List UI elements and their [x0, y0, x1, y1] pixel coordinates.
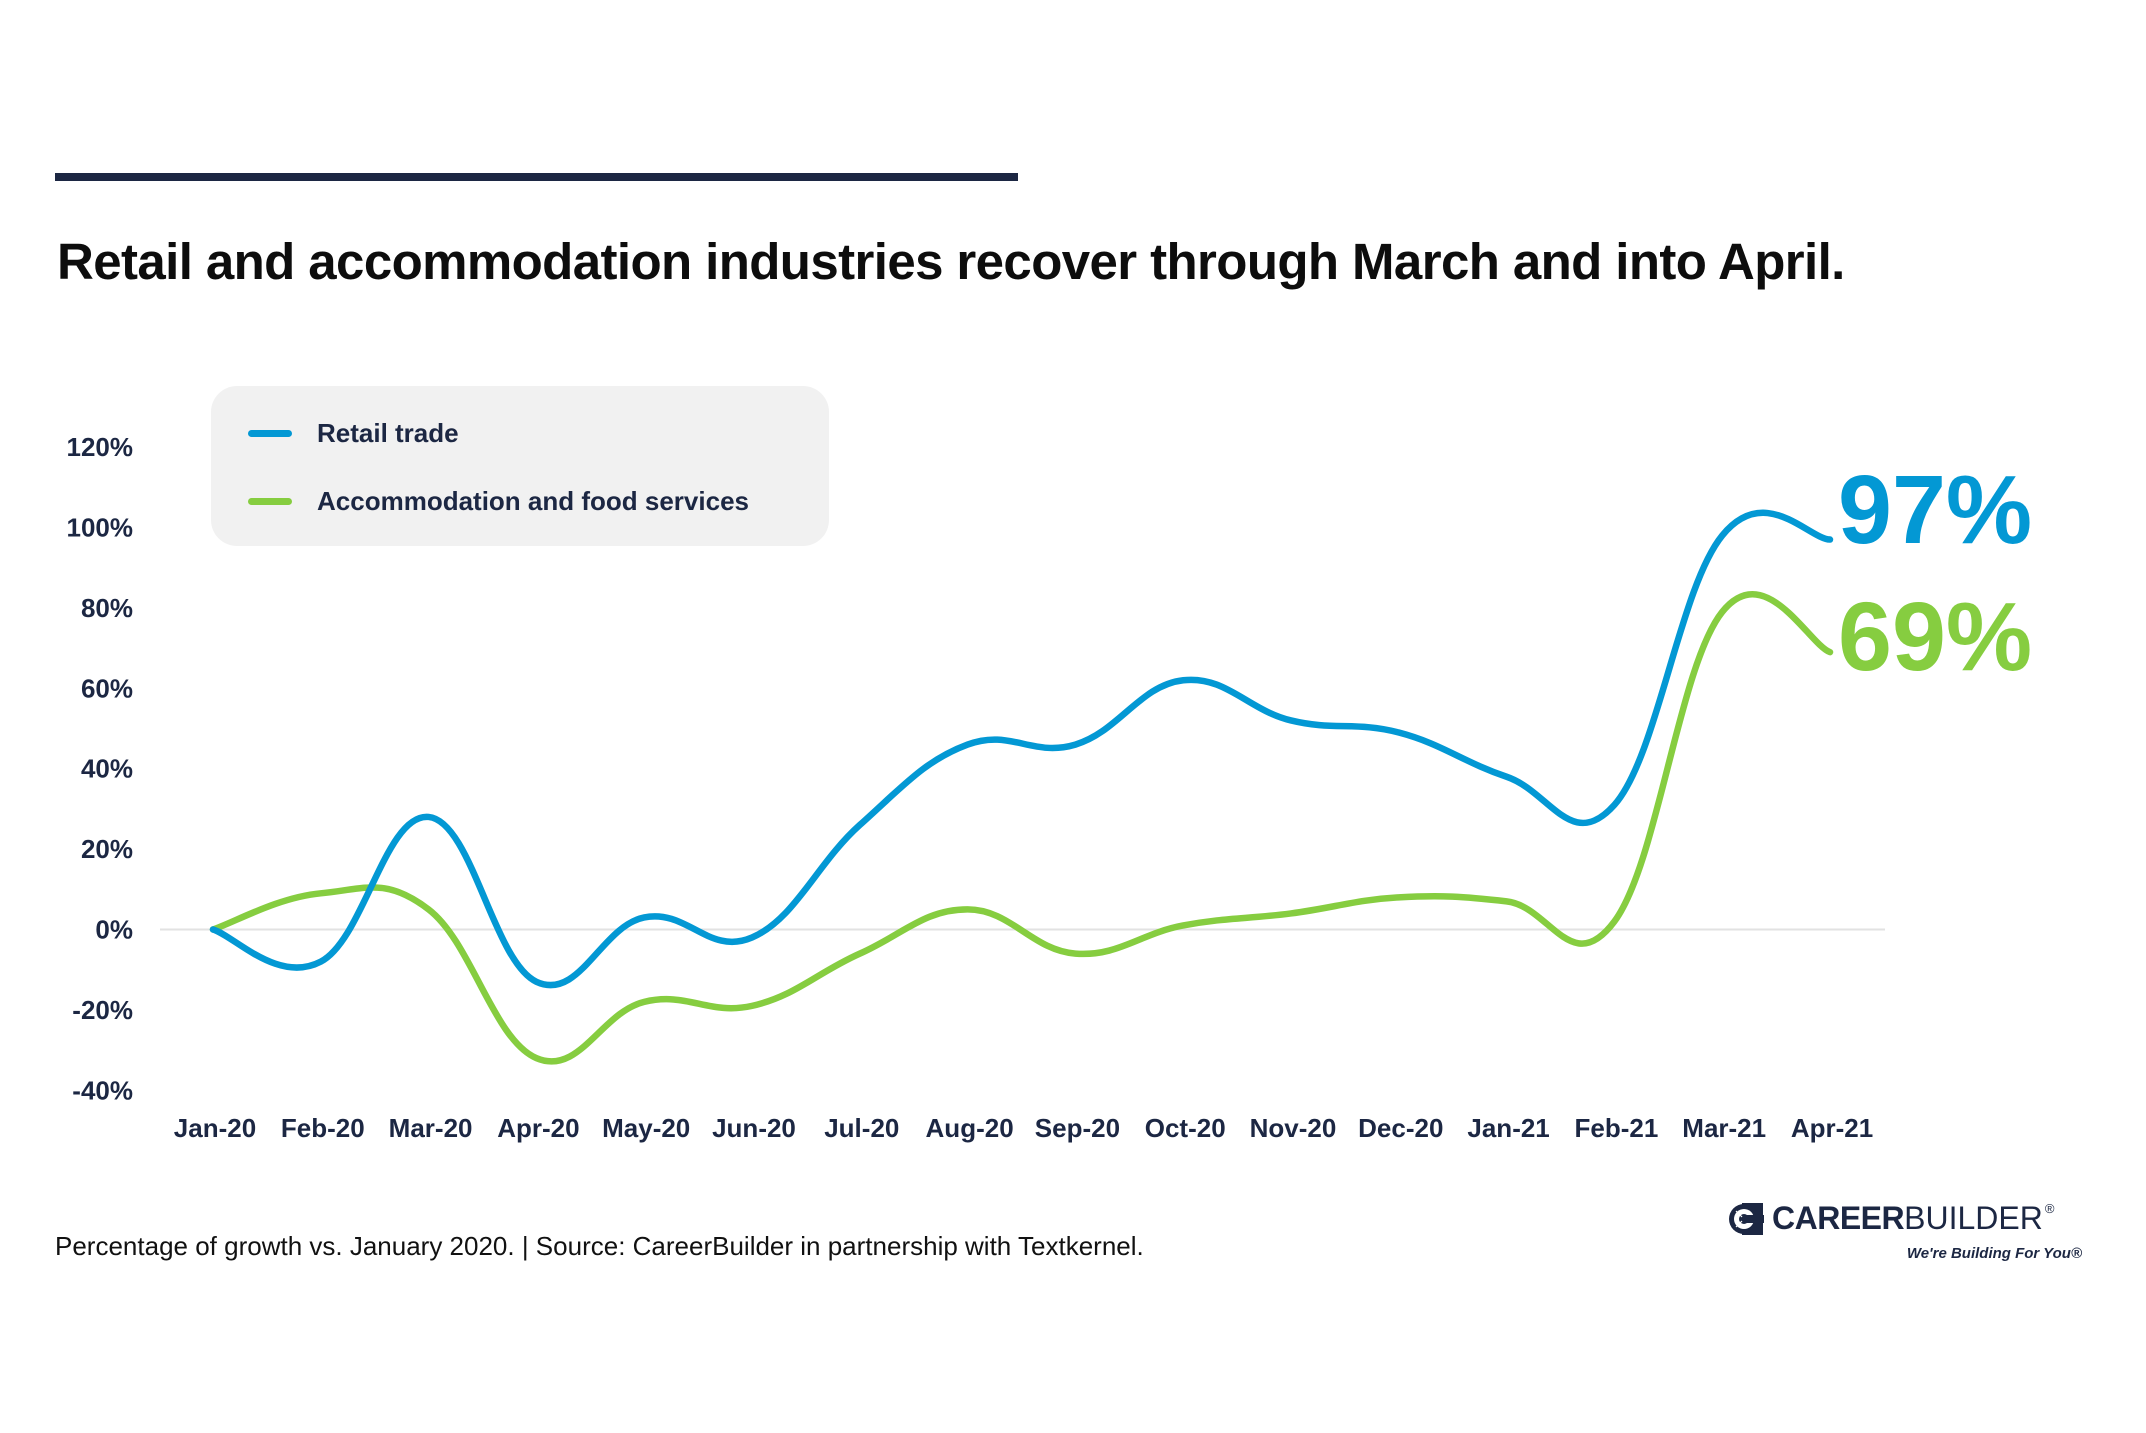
y-tick-label: 20%: [81, 834, 133, 864]
legend-label: Accommodation and food services: [317, 486, 749, 516]
series-group: [209, 509, 1834, 1065]
careerbuilder-logo: CAREER BUILDER ® We're Building For You®: [1728, 1200, 2088, 1270]
y-tick-label: 80%: [81, 593, 133, 623]
logo-text-bold: CAREER: [1772, 1200, 1905, 1236]
series-line-accommodation: [209, 591, 1834, 1065]
logo-registered-mark: ®: [2044, 1201, 2055, 1216]
x-tick-label: Oct-20: [1145, 1113, 1226, 1143]
legend-swatch-accommodation: [248, 498, 292, 505]
x-tick-label: Mar-21: [1682, 1113, 1766, 1143]
header-rule: [55, 173, 1018, 181]
y-tick-label: -20%: [72, 995, 133, 1025]
x-tick-label: Jan-20: [174, 1113, 256, 1143]
x-tick-label: Mar-20: [389, 1113, 473, 1143]
x-tick-label: Apr-21: [1791, 1113, 1873, 1143]
x-tick-label: Sep-20: [1035, 1113, 1120, 1143]
logo-tagline: We're Building For You®: [1906, 1245, 2082, 1262]
y-axis: 120% 100% 80% 60% 40% 20% 0% -20% -40%: [67, 432, 134, 1105]
x-tick-label: Jan-21: [1467, 1113, 1549, 1143]
x-tick-label: Nov-20: [1250, 1113, 1337, 1143]
legend-item-retail: Retail trade: [248, 418, 459, 449]
y-tick-label: 100%: [67, 513, 134, 543]
legend-item-accommodation: Accommodation and food services: [248, 486, 749, 517]
logo-text-light: BUILDER: [1904, 1200, 2043, 1236]
chart-legend: Retail trade Accommodation and food serv…: [211, 386, 829, 546]
chart-title: Retail and accommodation industries reco…: [57, 233, 1845, 290]
careerbuilder-mark-icon: [1729, 1202, 1764, 1235]
x-tick-label: Jun-20: [712, 1113, 796, 1143]
y-tick-label: 0%: [95, 915, 133, 945]
x-tick-label: Apr-20: [497, 1113, 579, 1143]
series-line-retail: [209, 509, 1834, 989]
x-tick-label: May-20: [602, 1113, 690, 1143]
x-tick-label: Feb-20: [281, 1113, 365, 1143]
x-tick-label: Jul-20: [824, 1113, 899, 1143]
end-label-retail: 97%: [1838, 455, 2032, 564]
x-tick-label: Feb-21: [1574, 1113, 1658, 1143]
x-axis: Jan-20 Feb-20 Mar-20 Apr-20 May-20 Jun-20 Jul-…: [174, 1113, 1873, 1143]
x-tick-label: Dec-20: [1358, 1113, 1443, 1143]
end-label-accommodation: 69%: [1838, 582, 2032, 691]
x-tick-label: Aug-20: [926, 1113, 1014, 1143]
y-tick-label: 120%: [67, 432, 134, 462]
source-note: Percentage of growth vs. January 2020. |…: [55, 1231, 1144, 1261]
y-tick-label: 60%: [81, 673, 133, 703]
legend-swatch-retail: [248, 430, 292, 437]
legend-label: Retail trade: [317, 418, 459, 448]
y-tick-label: 40%: [81, 754, 133, 784]
y-tick-label: -40%: [72, 1075, 133, 1105]
logo-wordmark: CAREER BUILDER ®: [1728, 1200, 2054, 1237]
